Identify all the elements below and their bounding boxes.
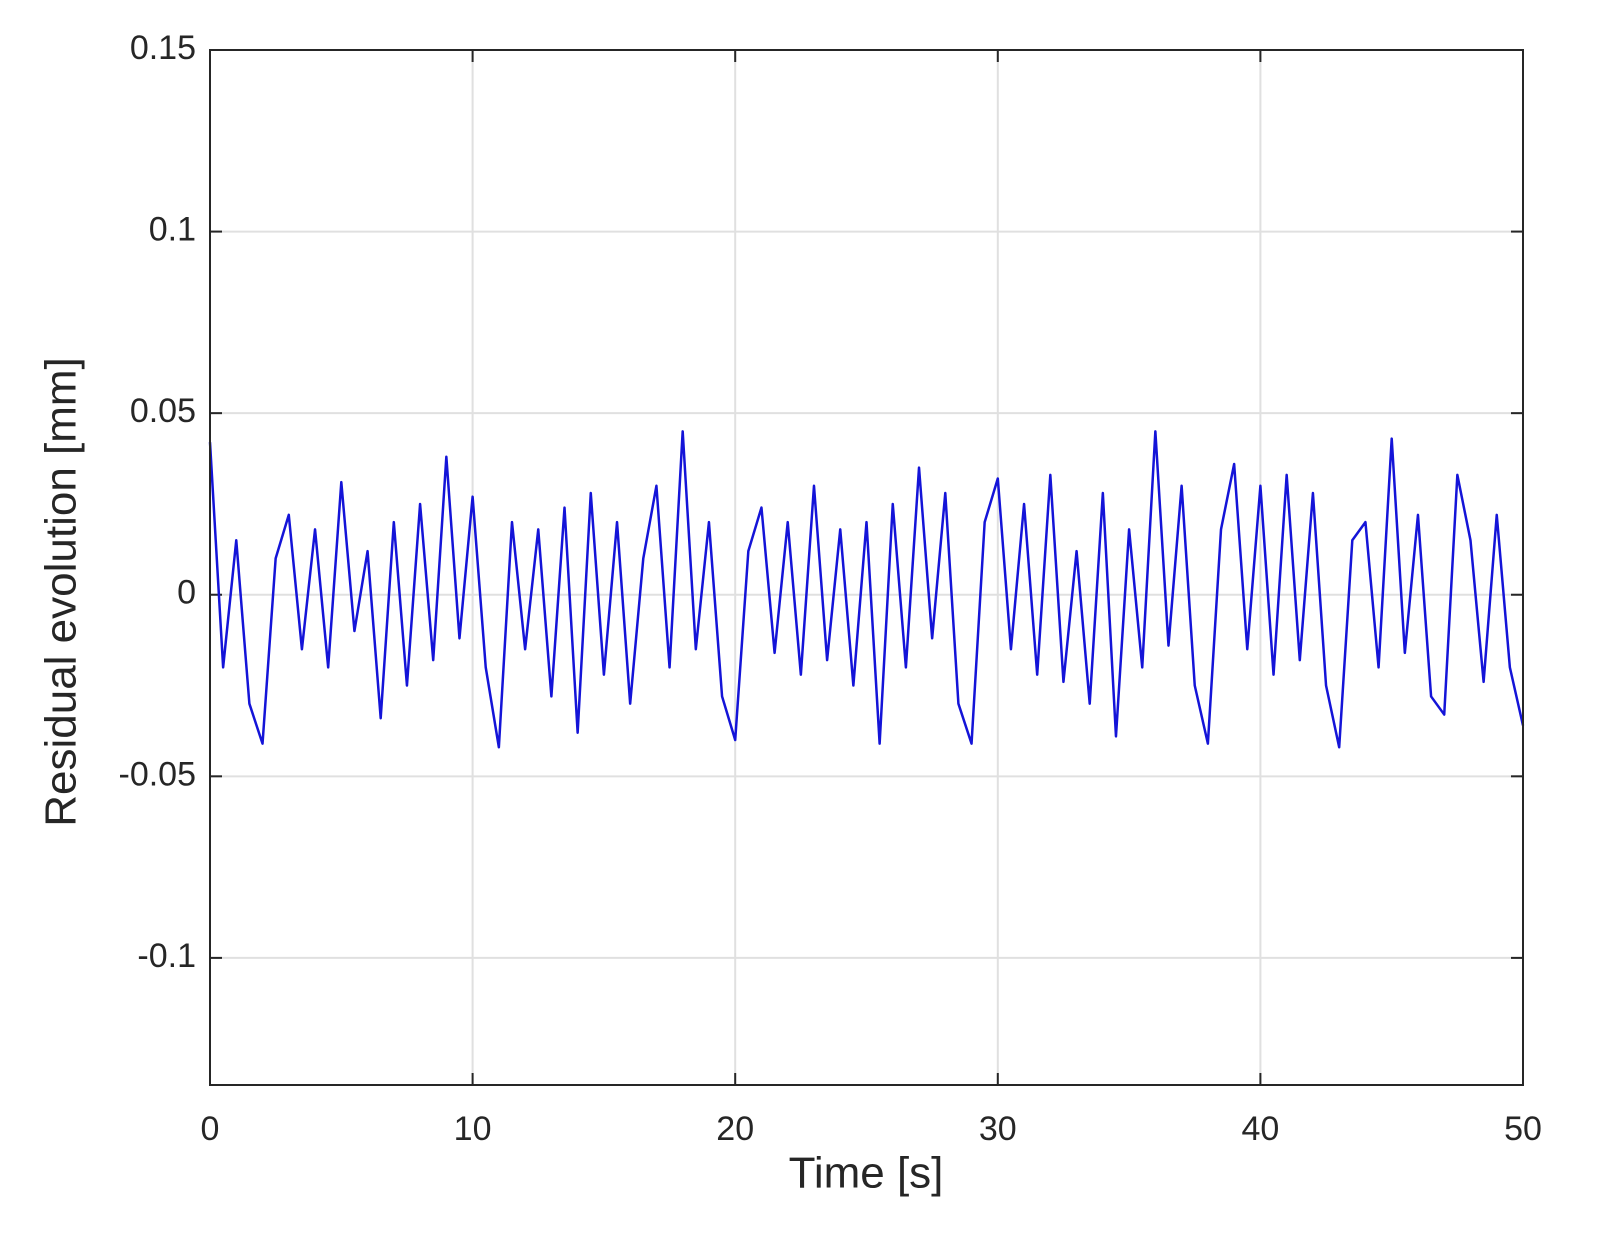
x-tick-label: 0 <box>201 1110 220 1148</box>
x-tick-label: 20 <box>716 1110 754 1148</box>
x-tick-label: 40 <box>1241 1110 1279 1148</box>
x-tick-label: 10 <box>454 1110 492 1148</box>
x-tick-label: 30 <box>979 1110 1017 1148</box>
data-line <box>208 430 1525 749</box>
plot-frame <box>209 49 1524 1086</box>
x-axis-label: Time [s] <box>789 1149 944 1198</box>
y-tick-label: 0.15 <box>130 29 196 67</box>
plot-area <box>210 50 1523 1085</box>
y-axis-label: Residual evolution [mm] <box>37 357 86 827</box>
x-tick-label: 50 <box>1504 1110 1542 1148</box>
y-tick-label: 0.1 <box>149 211 196 249</box>
y-tick-label: 0 <box>177 574 196 612</box>
y-tick-label: 0.05 <box>130 392 196 430</box>
y-tick-label: -0.05 <box>119 755 197 793</box>
y-tick-label: -0.1 <box>137 937 196 975</box>
